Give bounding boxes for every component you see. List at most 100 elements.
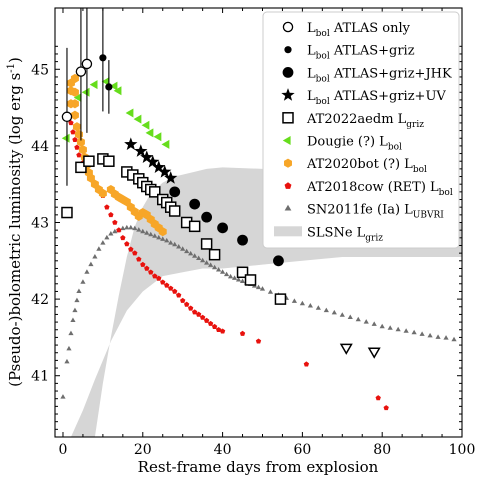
data-point (219, 328, 226, 334)
data-point (72, 122, 81, 132)
legend: Lbol ATLAS only Lbol ATLAS+griz Lbol ATLAS… (262, 11, 460, 249)
legend-label: AT2022aedm Lgriz (306, 112, 424, 130)
legend-label: Lbol ATLAS+griz+UV (307, 89, 446, 107)
data-point (211, 323, 218, 329)
legend-item-atlas-griz-jhk: Lbol ATLAS+griz+JHK (282, 66, 452, 84)
data-point (80, 279, 86, 284)
data-point (144, 230, 150, 235)
data-point (411, 329, 417, 335)
legend-item-dougie: Dougie (?) Lbol (282, 135, 402, 153)
legend-item-at2018cow: AT2018cow (RET) Lbol (284, 180, 453, 198)
data-point (435, 334, 441, 339)
data-point (75, 66, 87, 77)
x-tick-label: 20 (134, 442, 152, 458)
data-point (105, 83, 113, 91)
data-point (331, 309, 337, 315)
data-point (152, 160, 166, 174)
data-point (291, 298, 298, 303)
data-point (419, 331, 425, 336)
data-point (92, 253, 98, 259)
data-point (427, 332, 433, 338)
data-point (217, 222, 228, 234)
atlas-griz-jhk-legend-marker (282, 67, 294, 78)
series-at2018cow-ret-l-bol (66, 112, 389, 411)
data-point (212, 264, 218, 270)
data-point (176, 244, 182, 249)
x-tick-label: 40 (214, 442, 232, 458)
data-point (164, 282, 170, 288)
points-layer (60, 8, 457, 411)
data-point (70, 129, 76, 135)
data-point (108, 230, 114, 236)
data-point (375, 395, 381, 401)
data-point (164, 171, 178, 184)
data-point (274, 293, 287, 305)
data-point (395, 326, 401, 332)
data-point (68, 330, 74, 336)
data-point (164, 237, 170, 243)
data-point (113, 86, 122, 96)
legend-label: AT2018cow (RET) Lbol (306, 180, 453, 198)
legend-item-sn2011fe: SN2011fe (Ia) LUBVRI (284, 203, 444, 221)
data-point (192, 253, 198, 258)
atlas-griz-legend-marker (284, 46, 292, 54)
data-point (108, 212, 114, 218)
data-point (259, 286, 266, 291)
legend-item-atlas-griz: Lbol ATLAS+griz (284, 44, 415, 62)
data-point (72, 307, 78, 313)
data-point (70, 73, 79, 84)
data-point (104, 204, 110, 210)
legend-item-at2020bot: AT2020bot (?) Lbol (284, 157, 427, 175)
data-point (74, 297, 80, 303)
data-point (339, 312, 345, 317)
data-point (86, 173, 95, 183)
data-point (161, 139, 170, 149)
data-point (76, 288, 82, 293)
y-axis-label-exponent: -1 (6, 63, 17, 73)
data-point (172, 241, 178, 247)
legend-label: SLSNe Lgriz (307, 225, 383, 243)
data-point (403, 328, 409, 333)
data-point (76, 152, 82, 158)
data-point (176, 292, 182, 298)
data-point (299, 300, 305, 306)
data-point (103, 155, 115, 167)
data-point (168, 205, 181, 217)
data-point (116, 227, 122, 233)
data-point (109, 81, 118, 91)
data-point (158, 164, 172, 178)
upper-limit-point (339, 343, 353, 355)
legend-label: SN2011fe (Ia) LUBVRI (307, 203, 444, 221)
data-point (184, 248, 190, 254)
y-tick-label: 42 (31, 292, 49, 308)
x-tick-label: 60 (293, 442, 311, 458)
data-point (200, 257, 206, 263)
data-point (89, 80, 98, 90)
data-point (100, 240, 106, 245)
axes-layer: 0 20 40 60 80 100 41 42 43 44 45 (31, 7, 475, 458)
data-point (196, 255, 202, 261)
data-point (145, 128, 154, 138)
data-point (191, 309, 198, 315)
legend-item-slsne: SLSNe Lgriz (274, 225, 383, 243)
x-tick-label: 0 (59, 442, 68, 458)
data-point (144, 265, 150, 271)
data-point (70, 110, 79, 120)
series-sn2011fe-ia-l-ubvri (60, 224, 457, 399)
data-point (371, 321, 377, 326)
legend-box (262, 11, 460, 249)
data-point (120, 235, 126, 241)
y-tick-label: 45 (31, 62, 49, 78)
upper-limit-point (367, 347, 381, 359)
data-point (207, 320, 214, 326)
series-atlas-griz-uv (124, 137, 178, 184)
data-point (140, 228, 146, 234)
data-point (168, 240, 174, 245)
data-point (66, 345, 72, 351)
data-point (267, 289, 274, 294)
data-point (200, 238, 213, 250)
data-point (136, 256, 142, 262)
y-tick-label: 44 (31, 139, 49, 155)
data-point (124, 224, 130, 230)
